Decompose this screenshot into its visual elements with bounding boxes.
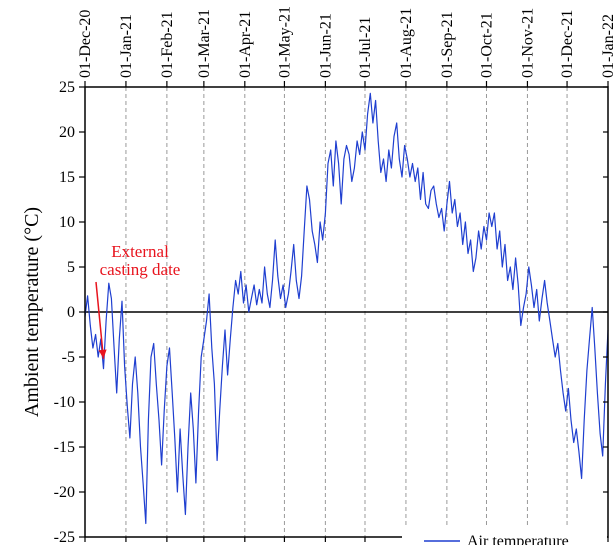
- series-line-air-temperature: [84, 92, 609, 525]
- legend: Air temperature: [402, 527, 607, 545]
- y-axis: 25 20 15 10 5 0 -5 -10 -15 -20 -25: [54, 79, 608, 545]
- y-tick-label: 15: [59, 169, 75, 186]
- annotation-external-casting-date: External casting date: [95, 242, 181, 359]
- y-tick-label: -5: [62, 349, 75, 366]
- annotation-text-line-1: External: [111, 242, 169, 261]
- x-tick-label: 01-May-21: [276, 6, 293, 78]
- series-layer: [84, 92, 609, 525]
- y-tick-label: -15: [54, 439, 75, 456]
- x-tick-label: 01-Dec-20: [77, 10, 94, 78]
- y-tick-label: -25: [54, 529, 75, 545]
- x-tick-label: 01-Sep-21: [439, 11, 456, 78]
- x-tick-label: 01-Dec-21: [559, 10, 576, 78]
- x-tick-label: 01-Jan-22: [600, 14, 615, 78]
- y-tick-label: 20: [59, 124, 75, 141]
- x-tick-label: 01-Feb-21: [159, 11, 176, 78]
- x-tick-label: 01-Apr-21: [237, 11, 254, 78]
- y-axis-label: Ambient temperature (°C): [21, 207, 43, 417]
- y-tick-label: -20: [54, 484, 75, 501]
- y-tick-label: 5: [67, 259, 75, 276]
- x-tick-label: 01-Jul-21: [357, 17, 374, 78]
- annotation-arrow: [95, 281, 105, 359]
- x-axis: 01-Dec-20 01-Jan-21 01-Feb-21 01-Mar-21 01-A…: [77, 6, 615, 542]
- y-tick-label: 25: [59, 79, 75, 96]
- y-tick-label: -10: [54, 394, 75, 411]
- x-tick-label: 01-Oct-21: [478, 12, 495, 78]
- x-tick-label: 01-Jan-21: [118, 14, 135, 78]
- x-tick-label: 01-Nov-21: [519, 8, 536, 78]
- y-tick-label: 10: [59, 214, 75, 231]
- x-tick-label: 01-Aug-21: [398, 8, 415, 78]
- annotation-arrowhead: [98, 349, 107, 359]
- x-tick-label: 01-Mar-21: [196, 9, 213, 78]
- legend-label: Air temperature: [467, 533, 569, 545]
- x-tick-label: 01-Jun-21: [317, 13, 334, 78]
- y-tick-label: 0: [67, 304, 75, 321]
- annotation-text-line-2: casting date: [100, 260, 181, 279]
